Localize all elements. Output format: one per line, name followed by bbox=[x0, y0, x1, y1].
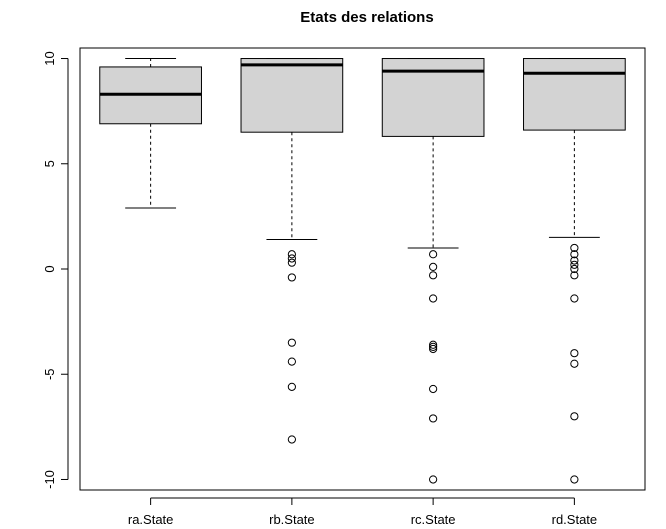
iqr-box bbox=[523, 58, 626, 131]
outlier-point bbox=[287, 357, 296, 366]
outlier-point bbox=[570, 294, 579, 303]
box-rc.State bbox=[381, 58, 485, 484]
outlier-point bbox=[570, 256, 579, 265]
outlier-point bbox=[287, 338, 296, 347]
outlier-point bbox=[570, 475, 579, 484]
outlier-point bbox=[570, 250, 579, 259]
outlier-point bbox=[570, 349, 579, 358]
outlier-point bbox=[570, 271, 579, 280]
outlier-point bbox=[570, 359, 579, 368]
outlier-point bbox=[429, 262, 438, 271]
outlier-point bbox=[287, 250, 296, 259]
outlier-point bbox=[429, 384, 438, 394]
outlier-point bbox=[287, 258, 296, 267]
outlier-point bbox=[429, 344, 438, 354]
outlier-point bbox=[429, 475, 438, 484]
outlier-point bbox=[429, 342, 438, 351]
outlier-point bbox=[429, 414, 438, 423]
y-tick-label: 5 bbox=[42, 160, 57, 167]
x-axis: ra.State rb.State rc.State rd.State bbox=[128, 497, 598, 527]
x-tick-label: ra.State bbox=[128, 512, 174, 527]
box-rb.State bbox=[240, 58, 344, 444]
outlier-point bbox=[429, 294, 438, 303]
outlier-point bbox=[287, 273, 296, 282]
outlier-point bbox=[429, 250, 438, 259]
x-tick-label: rc.State bbox=[411, 512, 456, 527]
chart-title: Etats des relations bbox=[300, 9, 433, 26]
outlier-point bbox=[287, 382, 296, 391]
outlier-point bbox=[287, 435, 296, 444]
outlier-point bbox=[287, 254, 296, 263]
y-tick-label: 10 bbox=[42, 51, 57, 65]
boxes bbox=[99, 58, 626, 484]
outlier-point bbox=[570, 260, 579, 269]
outlier-point bbox=[429, 271, 438, 280]
x-tick-label: rb.State bbox=[269, 512, 315, 527]
y-tick-label: -10 bbox=[42, 470, 57, 489]
outlier-point bbox=[570, 243, 579, 253]
y-tick-label: 0 bbox=[42, 265, 57, 272]
y-axis: -10 -5 0 5 10 bbox=[42, 51, 69, 489]
x-tick-label: rd.State bbox=[552, 512, 598, 527]
box-rd.State bbox=[523, 58, 626, 484]
box-ra.State bbox=[99, 58, 202, 209]
iqr-box bbox=[240, 58, 344, 133]
plot-frame bbox=[79, 47, 646, 491]
outlier-point bbox=[429, 340, 438, 349]
y-tick-label: -5 bbox=[42, 368, 57, 380]
outlier-point bbox=[570, 412, 579, 421]
outlier-point bbox=[570, 264, 579, 274]
